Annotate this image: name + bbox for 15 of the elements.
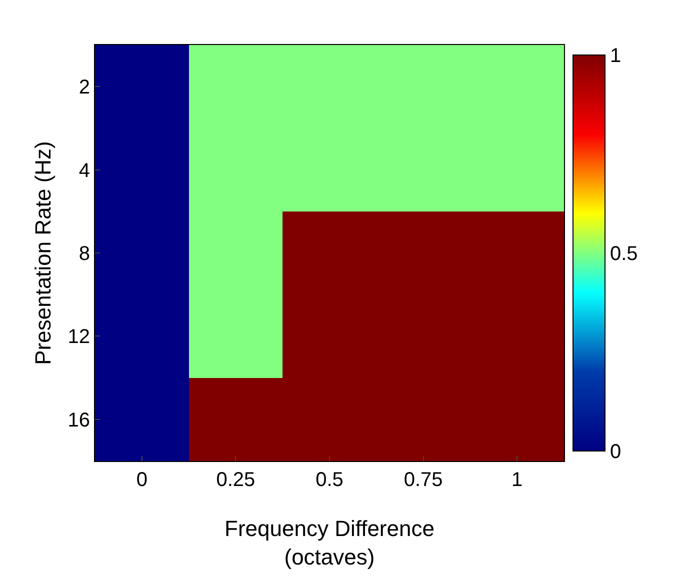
y-tick-label: 4 [78, 160, 90, 182]
y-tick-label: 12 [68, 326, 90, 348]
y-tick-label: 2 [78, 76, 90, 99]
x-axis-title: Frequency Difference (octaves) [224, 516, 434, 570]
x-tick-label: 0.75 [404, 469, 443, 491]
y-tick-label: 8 [78, 243, 90, 265]
x-tick-label: 0.5 [316, 469, 344, 491]
y-axis-title: Presentation Rate (Hz) [30, 141, 56, 365]
x-tick-label: 0.25 [216, 469, 256, 491]
y-tick-label: 16 [68, 409, 90, 432]
x-tick-label: 0 [136, 469, 148, 491]
color-bar-label: 0.5 [610, 243, 638, 265]
x-tick-label: 1 [512, 469, 523, 491]
color-bar-label: 0 [610, 441, 622, 463]
color-bar-label: 1 [610, 45, 622, 67]
